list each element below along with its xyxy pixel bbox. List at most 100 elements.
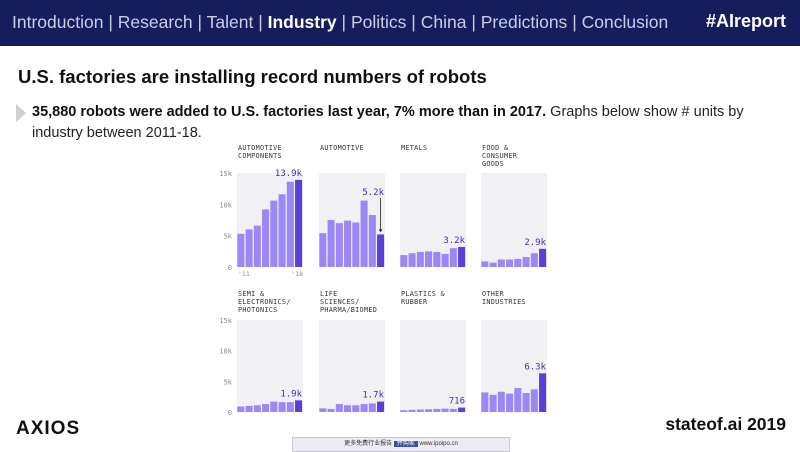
panel-title: AUTOMOTIVE COMPONENTS [238,144,282,160]
value-label: 1.7k [362,391,384,401]
bar [416,409,424,412]
bar [295,179,303,267]
bar [377,401,385,412]
bar [408,253,416,267]
bar [425,251,433,267]
panel-title: PLASTICS & RUBBER [401,290,446,306]
bar [377,234,385,267]
y-tick-label: 5k [224,378,233,386]
bar [327,220,335,267]
bar [237,233,245,267]
bar [449,408,457,412]
leader-arrow-icon [378,229,383,233]
bar [522,256,530,267]
bar [262,404,270,412]
panel-title: FOOD & CONSUMER GOODS [482,144,518,168]
bar [441,253,449,267]
y-tick-label: 15k [219,170,232,178]
watermark-text: 更多免费行业报告 [344,441,393,447]
bar [352,222,360,267]
bar [539,373,547,412]
y-tick-label: 0 [228,264,232,272]
bar [514,388,522,412]
bar [360,200,368,267]
section-nav: Introduction | Research | Talent | Indus… [12,12,669,32]
nav-item-research[interactable]: Research [117,12,193,32]
bar [270,200,278,267]
bar [497,259,505,267]
slide-description: 35,880 robots were added to U.S. factori… [32,102,772,144]
bar [319,408,327,412]
bar [433,251,441,267]
bar [506,393,514,412]
description-text: Graphs below show # units by industry be… [32,104,744,141]
y-tick-label: 10k [219,348,232,356]
bar [344,405,352,412]
bar [237,406,245,412]
panel-title: OTHER INDUSTRIES [482,290,526,306]
x-tick-label-last: '18 [291,270,303,278]
watermark-url: www.ipoipo.cn [419,441,458,447]
x-tick-label-first: '11 [238,270,250,278]
source-label: stateof.ai 2019 [665,414,786,434]
panel-background [400,320,466,412]
bar [539,248,547,267]
value-label: 716 [449,397,465,407]
bar [400,410,408,412]
bar [433,408,441,412]
bar [408,409,416,412]
bar [425,409,433,412]
bar [458,246,466,267]
bar [506,259,514,267]
bar [522,392,530,412]
top-nav-bar: Introduction | Research | Talent | Indus… [0,0,800,46]
bar [449,248,457,267]
bar [335,223,343,267]
panel-title: AUTOMOTIVE [320,144,364,152]
slide-title: U.S. factories are installing record num… [18,66,487,87]
bar [481,261,489,267]
bar [278,194,286,267]
bar [441,408,449,412]
bar [368,403,376,412]
y-tick-label: 5k [224,233,233,241]
bar [286,402,294,412]
watermark-banner: 更多免费行业报告 并购家 www.ipoipo.cn [292,437,510,452]
nav-item-politics[interactable]: Politics [350,12,407,32]
bar [270,401,278,412]
value-label: 2.9k [524,238,546,248]
panel-title: METALS [401,144,427,152]
y-tick-label: 15k [219,317,232,325]
panel-background [319,320,385,412]
bar [327,408,335,412]
description-highlight: 35,880 robots were added to U.S. factori… [32,104,547,120]
panel-background [481,173,547,267]
nav-item-industry[interactable]: Industry [267,12,337,32]
value-label: 5.2k [362,188,384,198]
bar [253,225,261,267]
bar [278,402,286,412]
bar [245,405,253,412]
nav-item-conclusion[interactable]: Conclusion [581,12,669,32]
bar [253,405,261,412]
bar [245,229,253,267]
value-label: 3.2k [443,236,465,246]
nav-item-predictions[interactable]: Predictions [480,12,568,32]
panel-title: SEMI & ELECTRONICS/PHOTONICS [238,290,291,314]
y-tick-label: 0 [228,409,232,417]
report-hashtag: #AIreport [705,11,786,31]
nav-item-talent[interactable]: Talent [206,12,254,32]
watermark-tag: 并购家 [393,441,418,447]
nav-item-china[interactable]: China [420,12,467,32]
bar [416,251,424,267]
bar [319,233,327,267]
bar [514,258,522,267]
bar [360,404,368,412]
bar [497,391,505,412]
bar [481,392,489,412]
bar [489,394,497,412]
bar [489,262,497,267]
nav-item-introduction[interactable]: Introduction [12,12,104,32]
bar [368,214,376,267]
bar [530,253,538,267]
